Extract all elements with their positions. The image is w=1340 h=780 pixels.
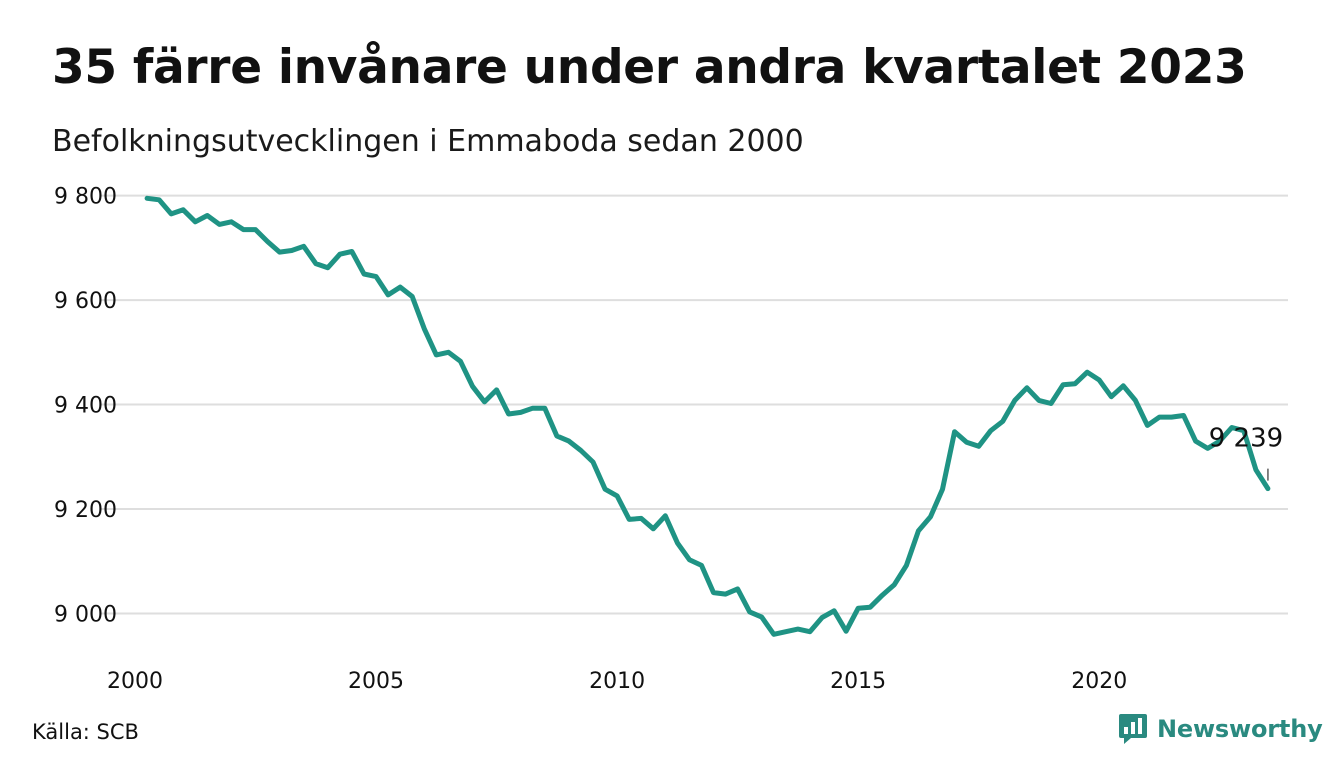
x-tick-label: 2020 (1071, 669, 1127, 694)
x-tick-label: 2000 (107, 669, 163, 694)
y-tick-label: 9 200 (54, 498, 117, 523)
y-axis: 9 000 9 200 9 400 9 600 9 800 (54, 185, 117, 628)
y-tick-label: 9 800 (54, 185, 117, 210)
bar-chart-speech-bubble-icon (1119, 714, 1147, 744)
series-population (144, 195, 1271, 637)
x-tick-label: 2010 (589, 669, 645, 694)
x-axis: 2000 2005 2010 2015 2020 (107, 669, 1127, 694)
x-tick-label: 2005 (348, 669, 404, 694)
y-tick-label: 9 400 (54, 394, 117, 419)
grid-lines (100, 194, 1288, 615)
y-tick-label: 9 600 (54, 289, 117, 314)
x-tick-label: 2015 (830, 669, 886, 694)
annotation: 9 239 (1209, 424, 1283, 481)
source-note: Källa: SCB (32, 720, 139, 744)
chart-subtitle: Befolkningsutvecklingen i Emmaboda sedan… (52, 124, 804, 159)
brand-name: Newsworthy (1157, 715, 1323, 743)
brand-logo[interactable]: Newsworthy (1118, 712, 1323, 746)
y-tick-label: 9 000 (54, 602, 117, 627)
series-line (144, 195, 1271, 637)
chart-title: 35 färre invånare under andra kvartalet … (52, 40, 1247, 95)
annotation-label: 9 239 (1209, 424, 1283, 454)
